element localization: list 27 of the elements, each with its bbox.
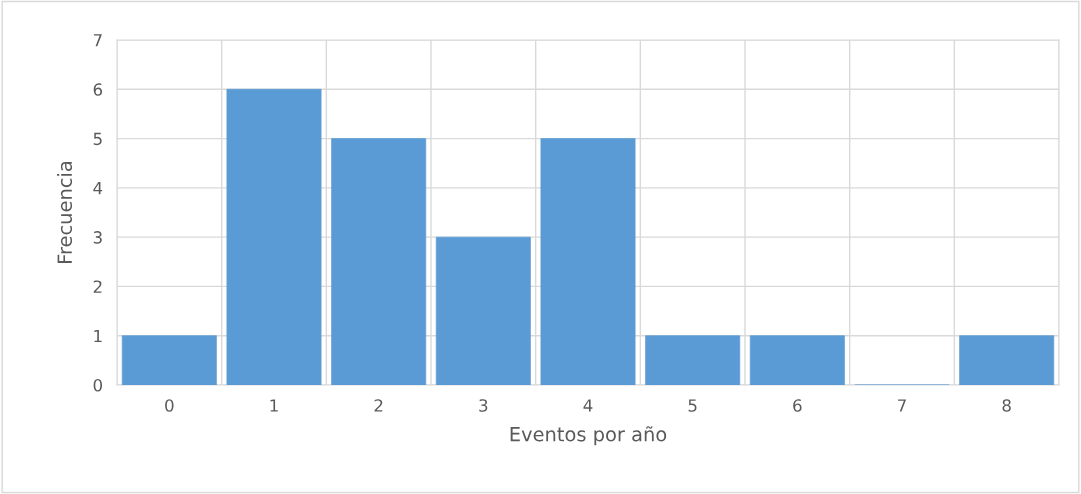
y-tick-label: 3	[93, 231, 102, 244]
y-tick-label: 1	[94, 329, 102, 343]
x-tick-label: 5	[688, 399, 697, 412]
y-tick-label: 6	[93, 83, 103, 96]
x-tick-label: 8	[1002, 399, 1011, 412]
y-tick-label: 7	[93, 34, 102, 47]
x-axis-title: Eventos por año	[510, 426, 667, 446]
bar	[959, 335, 1055, 385]
x-tick-label: 3	[479, 399, 488, 412]
bar	[540, 138, 636, 385]
y-tick-label: 4	[93, 182, 103, 195]
y-tick-label: 2	[93, 280, 102, 293]
x-tick-label: 2	[374, 399, 383, 412]
y-tick-label: 5	[93, 132, 102, 146]
bar	[121, 335, 217, 385]
x-tick-label: 0	[165, 399, 174, 412]
x-tick-label: 6	[793, 399, 802, 412]
bar	[331, 138, 427, 385]
x-tick-label: 1	[270, 399, 278, 412]
bar	[749, 335, 845, 385]
bar	[645, 335, 741, 385]
bar	[435, 236, 531, 385]
x-tick-label: 4	[583, 399, 593, 412]
y-axis-title: Frecuencia	[57, 161, 73, 263]
bar	[226, 88, 322, 385]
y-tick-label: 0	[93, 378, 102, 392]
x-tick-label: 7	[898, 399, 906, 412]
